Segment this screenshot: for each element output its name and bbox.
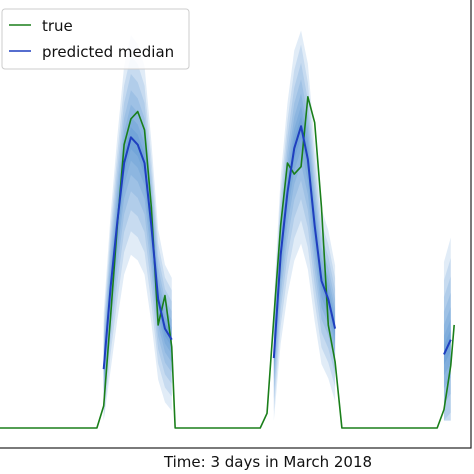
median-line-segment-3 [443,339,452,355]
uncertainty-band-day2-level4 [273,79,336,389]
uncertainty-band-day1-level4 [103,90,172,399]
legend-label-true: true [42,17,73,35]
plot-frame [0,0,472,449]
legend: true predicted median [1,8,190,70]
median-line-segment-1 [102,136,173,370]
uncertainty-band-day1-level1 [103,35,172,421]
uncertainty-band-day2-level3 [273,62,336,400]
series-lines [0,96,455,429]
uncertainty-band-day2-level1 [273,30,336,421]
uncertainty-bands [103,30,451,421]
uncertainty-band-day2-level2 [273,44,336,412]
x-axis-label: Time: 3 days in March 2018 [163,453,372,471]
legend-box [1,8,190,70]
legend-label-median: predicted median [42,43,174,61]
uncertainty-band-day1-level3 [103,73,172,409]
true-line-segment-1 [0,96,455,429]
uncertainty-band-day1-level2 [103,55,172,421]
median-line-segment-2 [272,125,337,359]
uncertainty-band-day2-level6 [273,105,336,372]
